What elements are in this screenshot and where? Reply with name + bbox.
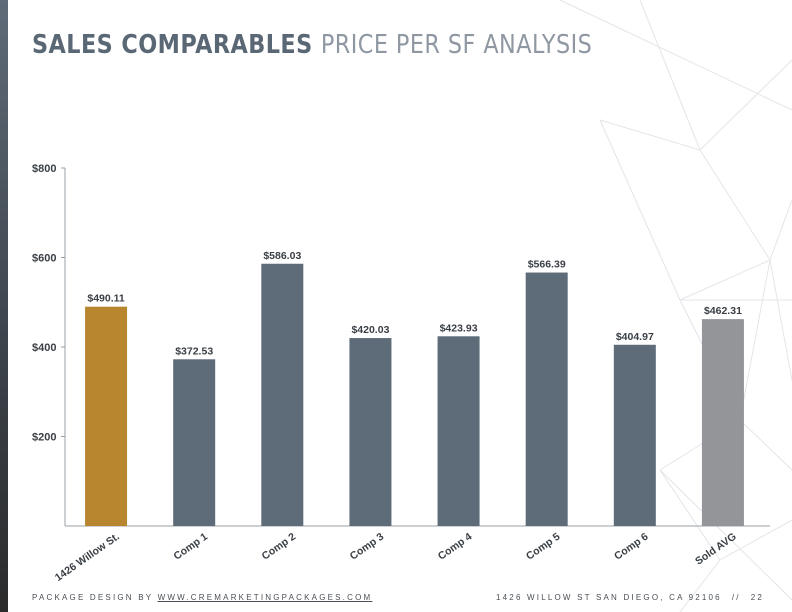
y-tick-label: $800: [32, 163, 56, 175]
bar-value-label: $404.97: [616, 331, 654, 343]
bar-value-label: $586.03: [263, 250, 301, 262]
x-tick-label: Comp 1: [171, 531, 210, 563]
bar: [701, 319, 744, 526]
footer-credit: PACKAGE DESIGN BY WWW.CREMARKETINGPACKAG…: [32, 593, 372, 602]
page-title: SALES COMPARABLES PRICE PER SF ANALYSIS: [32, 28, 592, 62]
x-tick-label: Comp 3: [348, 531, 387, 563]
footer-prefix: PACKAGE DESIGN BY: [32, 593, 154, 602]
bar-value-label: $420.03: [351, 324, 389, 336]
x-tick-label: Comp 4: [436, 531, 475, 563]
x-tick-label: 1426 Willow St.: [53, 531, 122, 584]
bar-value-label: $490.11: [87, 293, 125, 305]
bar-value-label: $462.31: [704, 305, 742, 317]
footer-website-link[interactable]: WWW.CREMARKETINGPACKAGES.COM: [157, 593, 373, 602]
y-axis: $200 $400 $600 $800: [32, 163, 770, 527]
bar: [437, 336, 480, 526]
page-number: 22: [750, 593, 764, 602]
footer-address-page: 1426 WILLOW ST SAN DIEGO, CA 92106 // 22: [496, 593, 764, 602]
bar: [85, 306, 128, 526]
bar: [173, 359, 216, 526]
bar: [349, 338, 392, 526]
footer-address: 1426 WILLOW ST SAN DIEGO, CA 92106: [496, 593, 722, 602]
bar-value-label: $423.93: [440, 322, 478, 334]
bar-value-label: $372.53: [175, 345, 213, 357]
x-axis-labels: 1426 Willow St. Comp 1 Comp 2 Comp 3 Comp 4 C…: [53, 531, 739, 584]
value-labels: $490.11 $372.53 $586.03 $420.03 $423.93 $566.…: [87, 250, 742, 358]
x-tick-label: Comp 5: [524, 531, 563, 563]
bars: [85, 263, 744, 526]
bar: [261, 263, 304, 526]
title-bold: SALES COMPARABLES: [32, 30, 313, 60]
footer-separator: //: [731, 593, 741, 602]
x-tick-label: Comp 6: [612, 531, 651, 563]
left-accent-bar: [0, 0, 8, 612]
y-tick-label: $400: [32, 342, 56, 354]
bar: [613, 344, 656, 526]
y-tick-label: $600: [32, 253, 56, 265]
title-light: PRICE PER SF ANALYSIS: [320, 30, 593, 60]
y-tick-label: $200: [32, 432, 56, 444]
bar: [525, 272, 568, 526]
x-tick-label: Sold AVG: [693, 531, 739, 568]
x-tick-label: Comp 2: [260, 531, 299, 563]
bar-value-label: $566.39: [528, 259, 566, 271]
